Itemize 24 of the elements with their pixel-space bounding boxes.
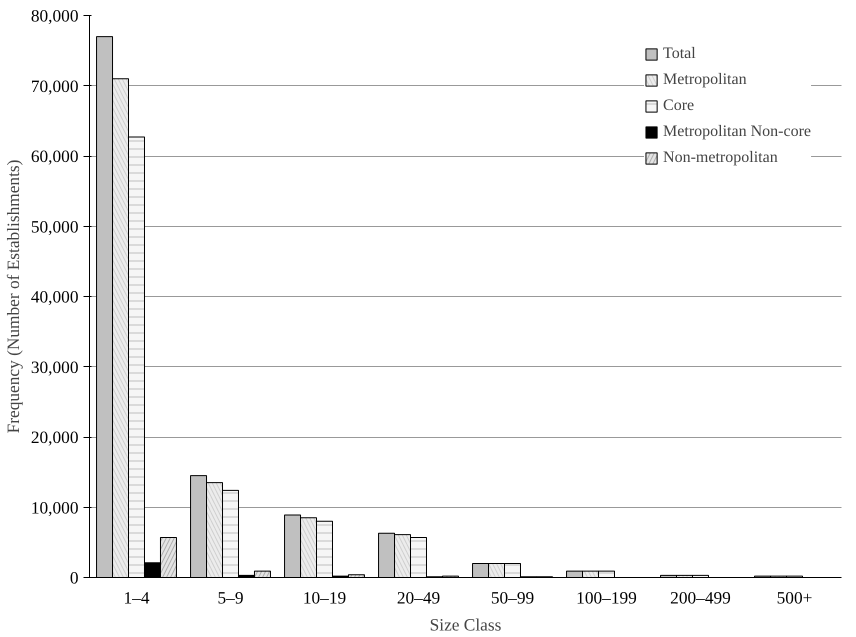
x-tick-label: 50–99 (490, 588, 534, 608)
legend-label: Metropolitan (663, 71, 747, 89)
y-tick-label: 0 (70, 568, 79, 588)
y-tick-label: 70,000 (30, 76, 79, 96)
x-tick-label: 20–49 (396, 588, 440, 608)
x-tick-label: 5–9 (218, 588, 244, 608)
legend-label: Total (663, 45, 696, 63)
x-tick-label: 200–499 (670, 588, 731, 608)
y-tick-label: 30,000 (30, 358, 79, 377)
y-tick-label: 60,000 (30, 147, 79, 166)
y-tick-label: 10,000 (30, 498, 79, 518)
x-tick-label: 500+ (776, 588, 812, 608)
x-tick-label: 100–199 (576, 588, 637, 608)
y-tick-label: 80,000 (30, 6, 79, 26)
y-axis-title: Frequency (Number of Establishments) (4, 159, 23, 434)
legend-label: Core (663, 97, 694, 115)
y-tick-label: 40,000 (30, 288, 79, 306)
y-tick-label: 50,000 (30, 217, 79, 236)
x-tick-label: 1–4 (124, 588, 150, 608)
legend-label: Metropolitan Non-core (663, 123, 811, 141)
x-axis-title: Size Class (430, 616, 502, 634)
y-tick-label: 20,000 (30, 428, 79, 447)
legend-label: Non-metropolitan (663, 149, 778, 167)
x-tick-label: 10–19 (302, 588, 346, 608)
